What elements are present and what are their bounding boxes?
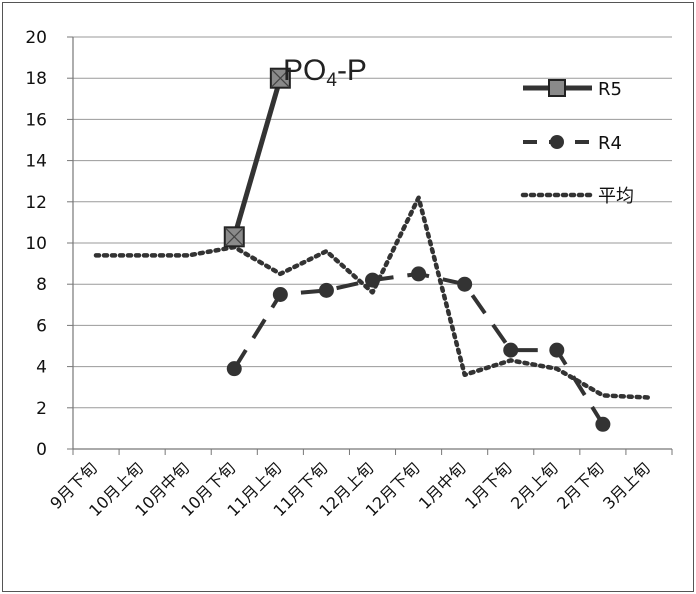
x-tick-label: 1月中旬 [415, 458, 470, 513]
y-tick-label: 4 [36, 358, 47, 378]
data-point-cross-R5 [224, 227, 244, 247]
y-tick-label: 0 [36, 440, 47, 460]
legend-label: R4 [598, 133, 622, 154]
x-tick-label: 1月下旬 [461, 458, 516, 513]
x-tick-label: 2月上旬 [507, 458, 562, 513]
data-point-R4 [411, 266, 427, 282]
legend-item-平均: 平均 [520, 186, 634, 207]
y-tick-label: 16 [25, 110, 47, 130]
y-tick-label: 18 [25, 69, 47, 89]
legend-marker [548, 79, 566, 97]
data-point-R4 [549, 342, 565, 358]
legend-marker [550, 135, 564, 149]
chart-title: PO4-P [283, 54, 367, 91]
legend-label: R5 [598, 79, 622, 100]
data-point-cross-R5 [270, 68, 290, 88]
data-point-R4 [318, 282, 334, 298]
y-tick-label: 14 [25, 152, 47, 172]
data-point-R4 [457, 276, 473, 292]
x-tick-label: 3月上旬 [599, 458, 654, 513]
y-tick-label: 6 [36, 316, 47, 336]
y-tick-label: 8 [36, 275, 47, 295]
data-series [93, 67, 652, 432]
data-point-R4 [272, 287, 288, 302]
data-point-R4 [503, 342, 519, 358]
series-R5 [223, 67, 291, 248]
y-axis-tick-labels: 0 2 4 6 8 10 12 14 16 18 20 [25, 28, 47, 460]
series-平均 [93, 195, 652, 400]
legend-item-R5: R5 [523, 79, 622, 100]
legend: R5 R4 平均 [520, 79, 634, 207]
y-tick-label: 10 [25, 234, 47, 254]
series-R4 [226, 266, 611, 432]
y-tick-label: 20 [25, 28, 47, 48]
data-point-R4 [595, 416, 611, 432]
y-tick-label: 12 [25, 193, 47, 213]
y-tick-label: 2 [36, 399, 47, 419]
series-line-平均 [93, 195, 652, 400]
x-tick-label: 2月下旬 [553, 458, 608, 513]
data-point-R4 [226, 361, 242, 377]
data-point-R4 [365, 272, 380, 288]
legend-item-R4: R4 [523, 133, 622, 154]
x-axis-tick-labels: 9月下旬10月上旬10月中旬10月下旬11月上旬11月下旬12月上旬12月下旬1… [46, 458, 654, 520]
series-line-R5 [231, 77, 283, 238]
legend-label: 平均 [598, 186, 634, 207]
series-line-R4 [232, 271, 605, 426]
gridlines [67, 36, 673, 455]
